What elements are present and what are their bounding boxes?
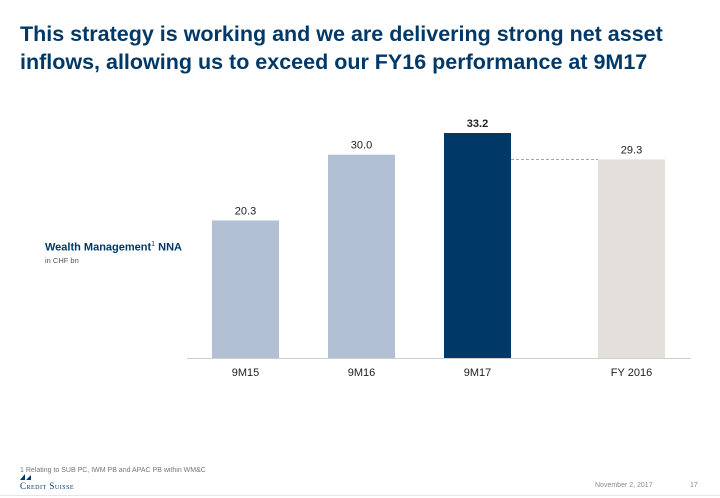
data-label: 30.0 — [351, 140, 372, 152]
bar-9m17 — [444, 133, 511, 358]
x-tick-label: 9M16 — [348, 367, 376, 379]
chart-legend-label: Wealth Management1 NNA in CHF bn — [45, 241, 182, 265]
bar-9m15 — [212, 220, 279, 358]
footer-divider — [0, 495, 720, 496]
sails-logo-icon — [20, 474, 31, 480]
footnote: 1 Relating to SUB PC, IWM PB and APAC PB… — [20, 467, 206, 474]
slide-date: November 2, 2017 — [595, 482, 653, 489]
data-label: 20.3 — [235, 205, 256, 217]
legend-unit: in CHF bn — [45, 255, 79, 265]
bar-fy-2016 — [598, 159, 665, 358]
legend-footnote-marker: 1 — [151, 241, 156, 248]
x-tick-label: 9M17 — [464, 367, 492, 379]
page-number: 17 — [690, 482, 698, 489]
bar-chart: 20.3 9M15 30.0 9M16 33.2 9M17 29.3 FY 2016 — [187, 118, 691, 379]
x-tick-label: FY 2016 — [611, 367, 652, 379]
legend-title: Wealth Management1 NNA — [45, 241, 182, 254]
data-label: 33.2 — [467, 118, 488, 130]
brand-logo: Credit Suisse — [20, 481, 75, 491]
legend-title-suffix: NNA — [155, 241, 182, 254]
x-tick-label: 9M15 — [232, 367, 260, 379]
data-label: 29.3 — [621, 144, 642, 156]
page-title: This strategy is working and we are deli… — [20, 22, 663, 74]
bar-9m16 — [328, 154, 395, 358]
legend-title-text: Wealth Management — [45, 241, 152, 254]
